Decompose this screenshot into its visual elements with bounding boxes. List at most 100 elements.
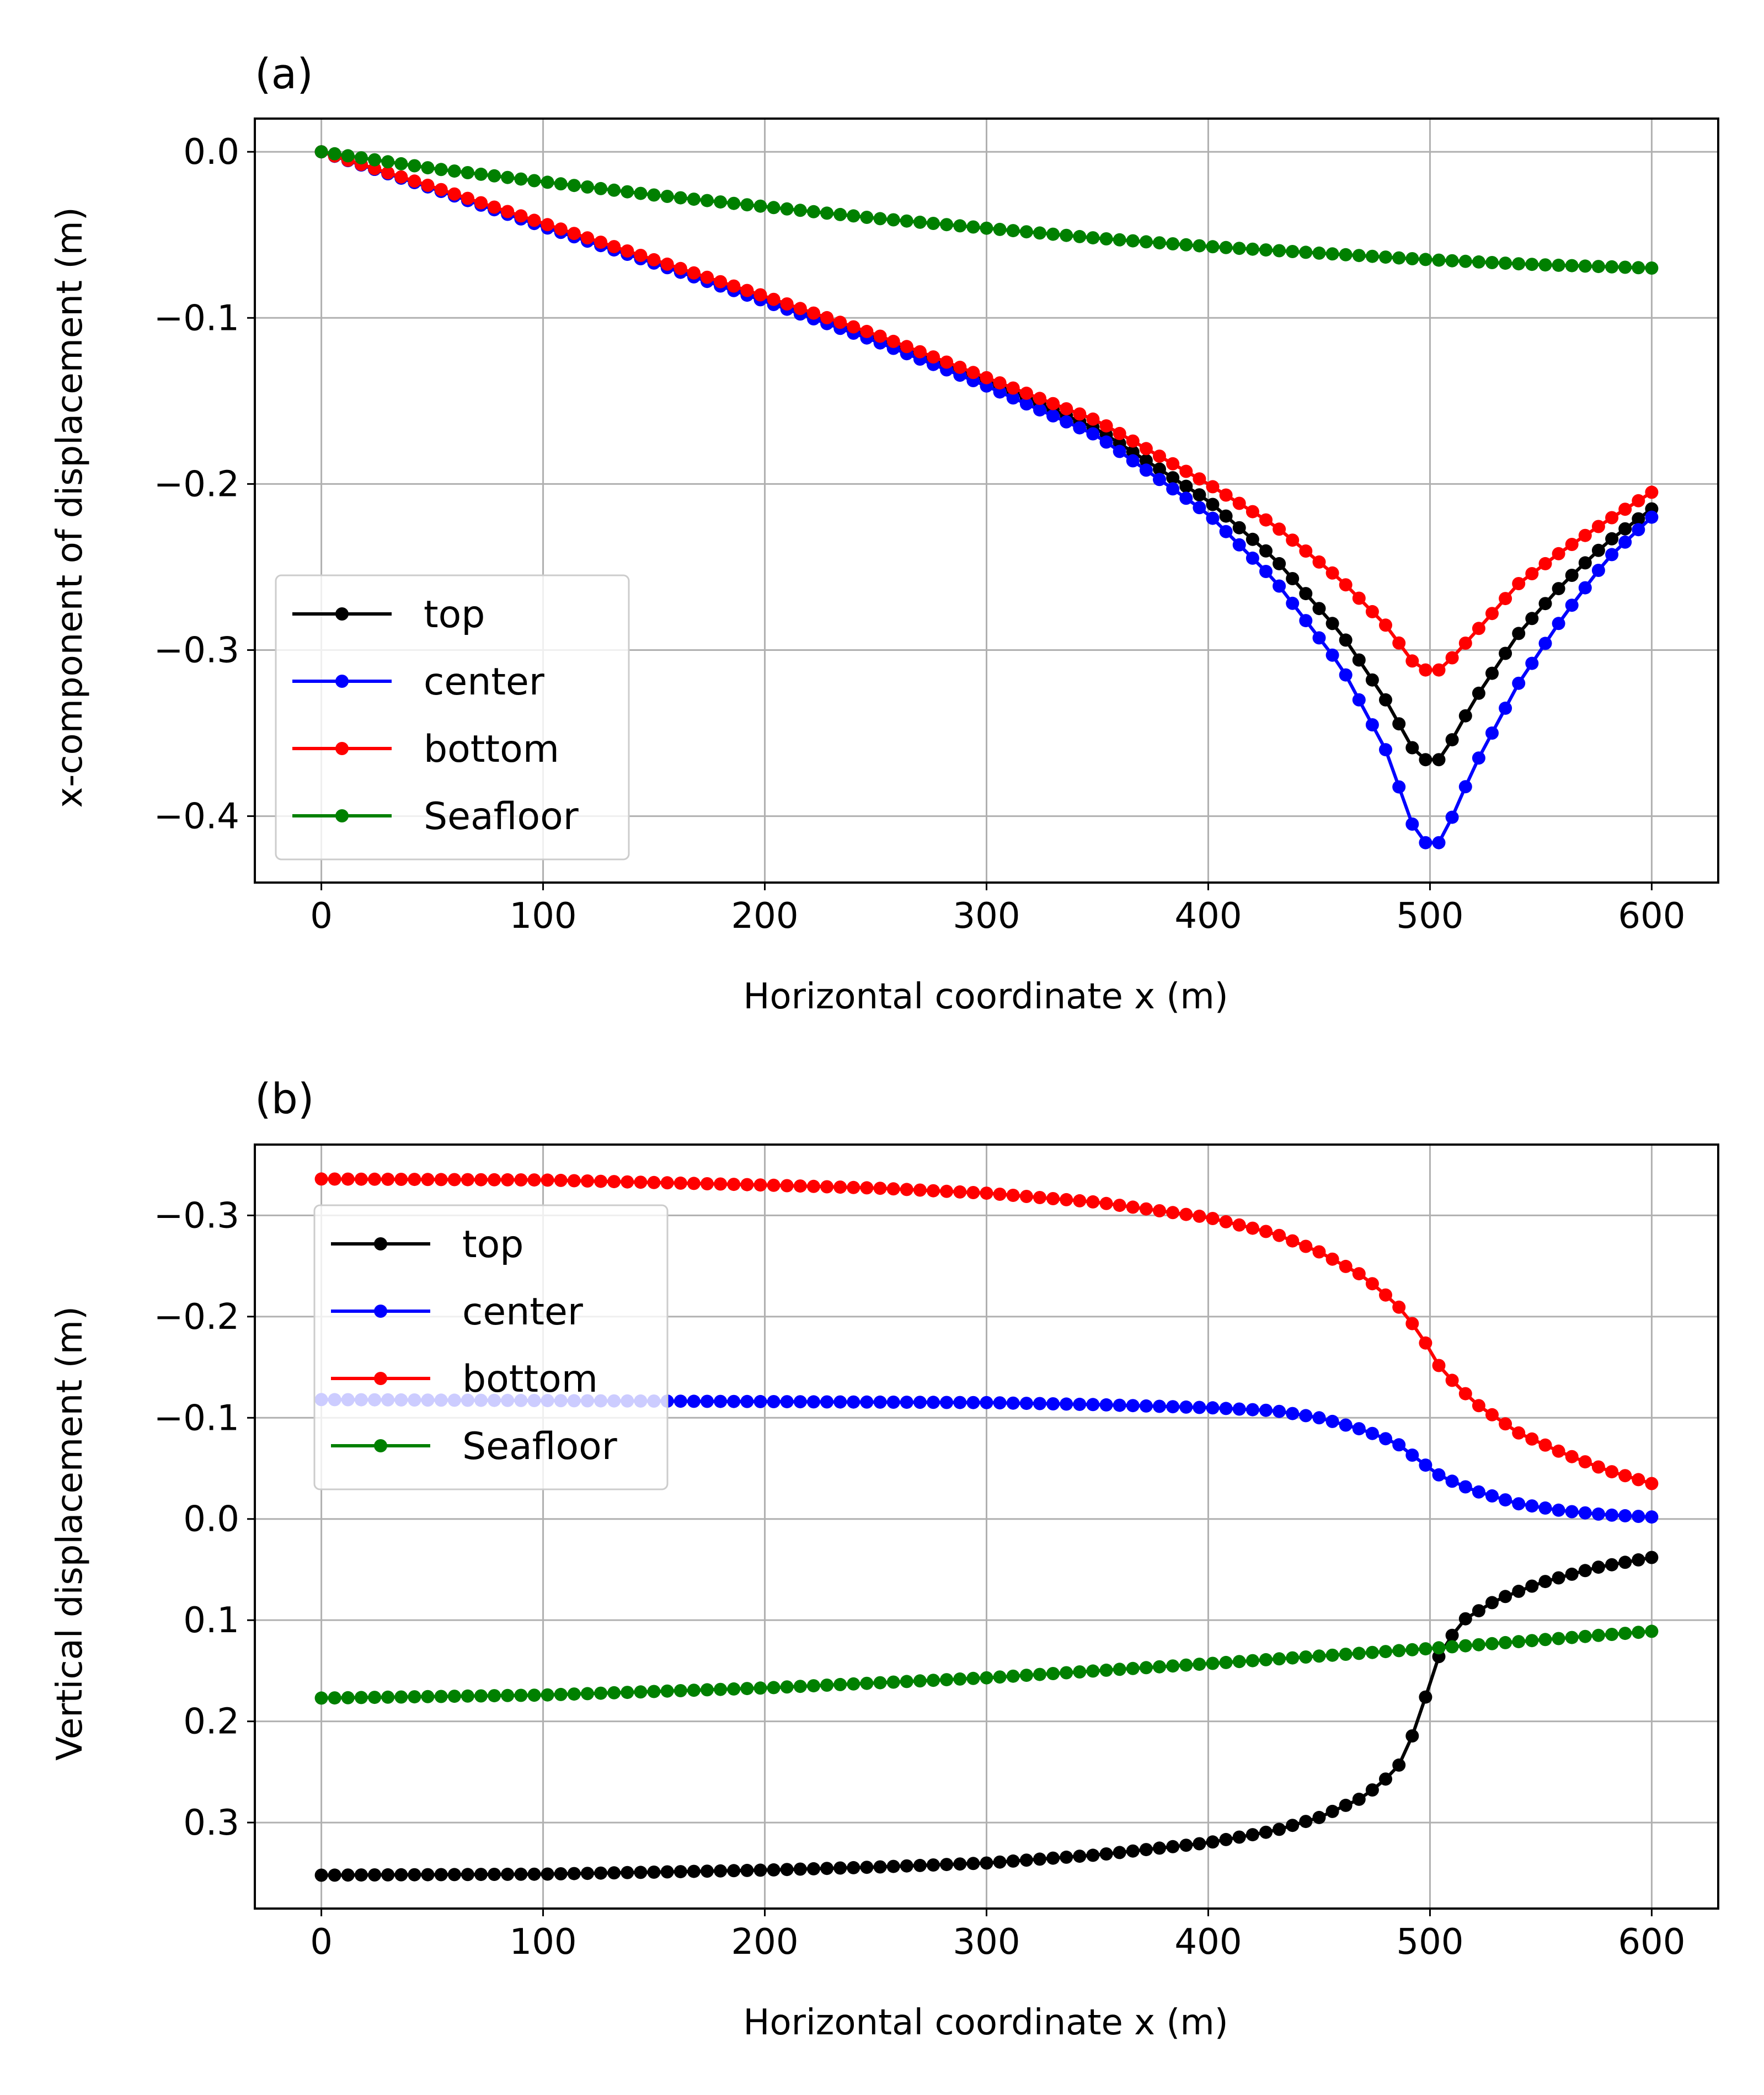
data-point	[1525, 1432, 1539, 1446]
data-point	[1126, 1399, 1140, 1413]
data-point	[421, 178, 435, 192]
data-point	[394, 1868, 408, 1882]
data-point	[567, 1867, 581, 1880]
data-point	[634, 186, 648, 200]
data-point	[767, 1395, 781, 1408]
data-point	[687, 1177, 701, 1190]
data-point	[1419, 1458, 1432, 1472]
data-point	[873, 1676, 887, 1690]
data-point	[567, 1687, 581, 1701]
data-point	[328, 147, 341, 161]
data-point	[1312, 1810, 1326, 1824]
data-point	[1086, 231, 1100, 245]
data-point	[993, 1188, 1007, 1201]
data-point	[581, 231, 594, 245]
data-point	[847, 1861, 860, 1874]
data-point	[447, 1173, 461, 1187]
data-point	[1193, 1209, 1206, 1223]
data-point	[1246, 532, 1259, 546]
data-point	[953, 360, 967, 374]
data-point	[1060, 1666, 1073, 1680]
data-point	[966, 1857, 980, 1870]
data-point	[341, 149, 355, 163]
data-point	[1126, 434, 1140, 448]
data-point	[687, 193, 701, 206]
data-point	[1405, 741, 1419, 755]
data-point	[1432, 836, 1446, 849]
data-point	[1259, 1653, 1273, 1666]
data-point	[514, 1173, 528, 1187]
data-point	[647, 1685, 661, 1698]
data-point	[1618, 522, 1632, 536]
data-point	[1299, 1815, 1313, 1829]
data-point	[966, 1186, 980, 1199]
data-point	[461, 1173, 474, 1187]
data-point	[873, 1395, 887, 1409]
data-point	[1405, 817, 1419, 831]
data-point	[1219, 488, 1233, 502]
data-point	[1325, 1414, 1339, 1428]
data-point	[1499, 1417, 1512, 1431]
data-point	[1099, 419, 1113, 433]
data-point	[1591, 1460, 1605, 1474]
data-point	[780, 202, 794, 216]
data-point	[1219, 525, 1233, 538]
data-point	[1352, 1267, 1366, 1281]
y-tick-label: −0.3	[154, 1195, 239, 1236]
legend-label: center	[424, 660, 544, 704]
series-top	[314, 1551, 1659, 1882]
data-point	[1485, 726, 1499, 740]
data-point	[474, 167, 488, 181]
data-point	[1046, 397, 1060, 410]
data-point	[1339, 1418, 1353, 1432]
data-point	[1618, 503, 1632, 516]
data-point	[354, 151, 368, 165]
data-point	[488, 169, 501, 183]
data-point	[1299, 614, 1313, 628]
data-point	[740, 198, 754, 212]
data-point	[1273, 579, 1286, 593]
data-point	[461, 1868, 474, 1882]
data-point	[1166, 1206, 1180, 1220]
data-point	[1246, 1828, 1259, 1842]
data-point	[873, 329, 887, 343]
data-point	[860, 1181, 874, 1195]
data-point	[1286, 533, 1300, 547]
data-point	[980, 1671, 993, 1685]
data-point	[847, 1395, 860, 1409]
data-point	[1379, 250, 1392, 264]
data-point	[554, 222, 568, 236]
data-point	[1325, 1648, 1339, 1662]
data-point	[727, 1864, 741, 1878]
legend-marker	[335, 809, 349, 822]
data-point	[1153, 473, 1166, 487]
data-point	[1273, 522, 1286, 536]
data-point	[1006, 1854, 1020, 1868]
data-point	[1139, 235, 1153, 249]
data-point	[1365, 605, 1379, 618]
data-point	[1538, 597, 1552, 611]
data-point	[368, 1868, 382, 1882]
data-point	[1405, 1729, 1419, 1743]
data-point	[1485, 1489, 1499, 1503]
data-point	[1538, 1633, 1552, 1647]
data-point	[1113, 1846, 1126, 1859]
data-point	[1153, 1399, 1166, 1413]
data-point	[461, 191, 474, 205]
data-point	[1299, 1650, 1313, 1664]
data-point	[927, 1396, 940, 1409]
data-point	[421, 1173, 435, 1187]
data-point	[527, 1688, 541, 1702]
data-point	[727, 1178, 741, 1191]
data-point	[1552, 1503, 1565, 1517]
data-point	[567, 227, 581, 241]
data-point	[1273, 557, 1286, 570]
y-tick-label: 0.0	[183, 132, 239, 173]
data-point	[1352, 249, 1366, 263]
data-point	[1060, 1193, 1073, 1206]
data-point	[1379, 1288, 1392, 1302]
data-point	[1591, 520, 1605, 533]
data-point	[1033, 1191, 1046, 1204]
data-point	[900, 214, 913, 228]
x-tick-label: 200	[731, 1922, 798, 1963]
